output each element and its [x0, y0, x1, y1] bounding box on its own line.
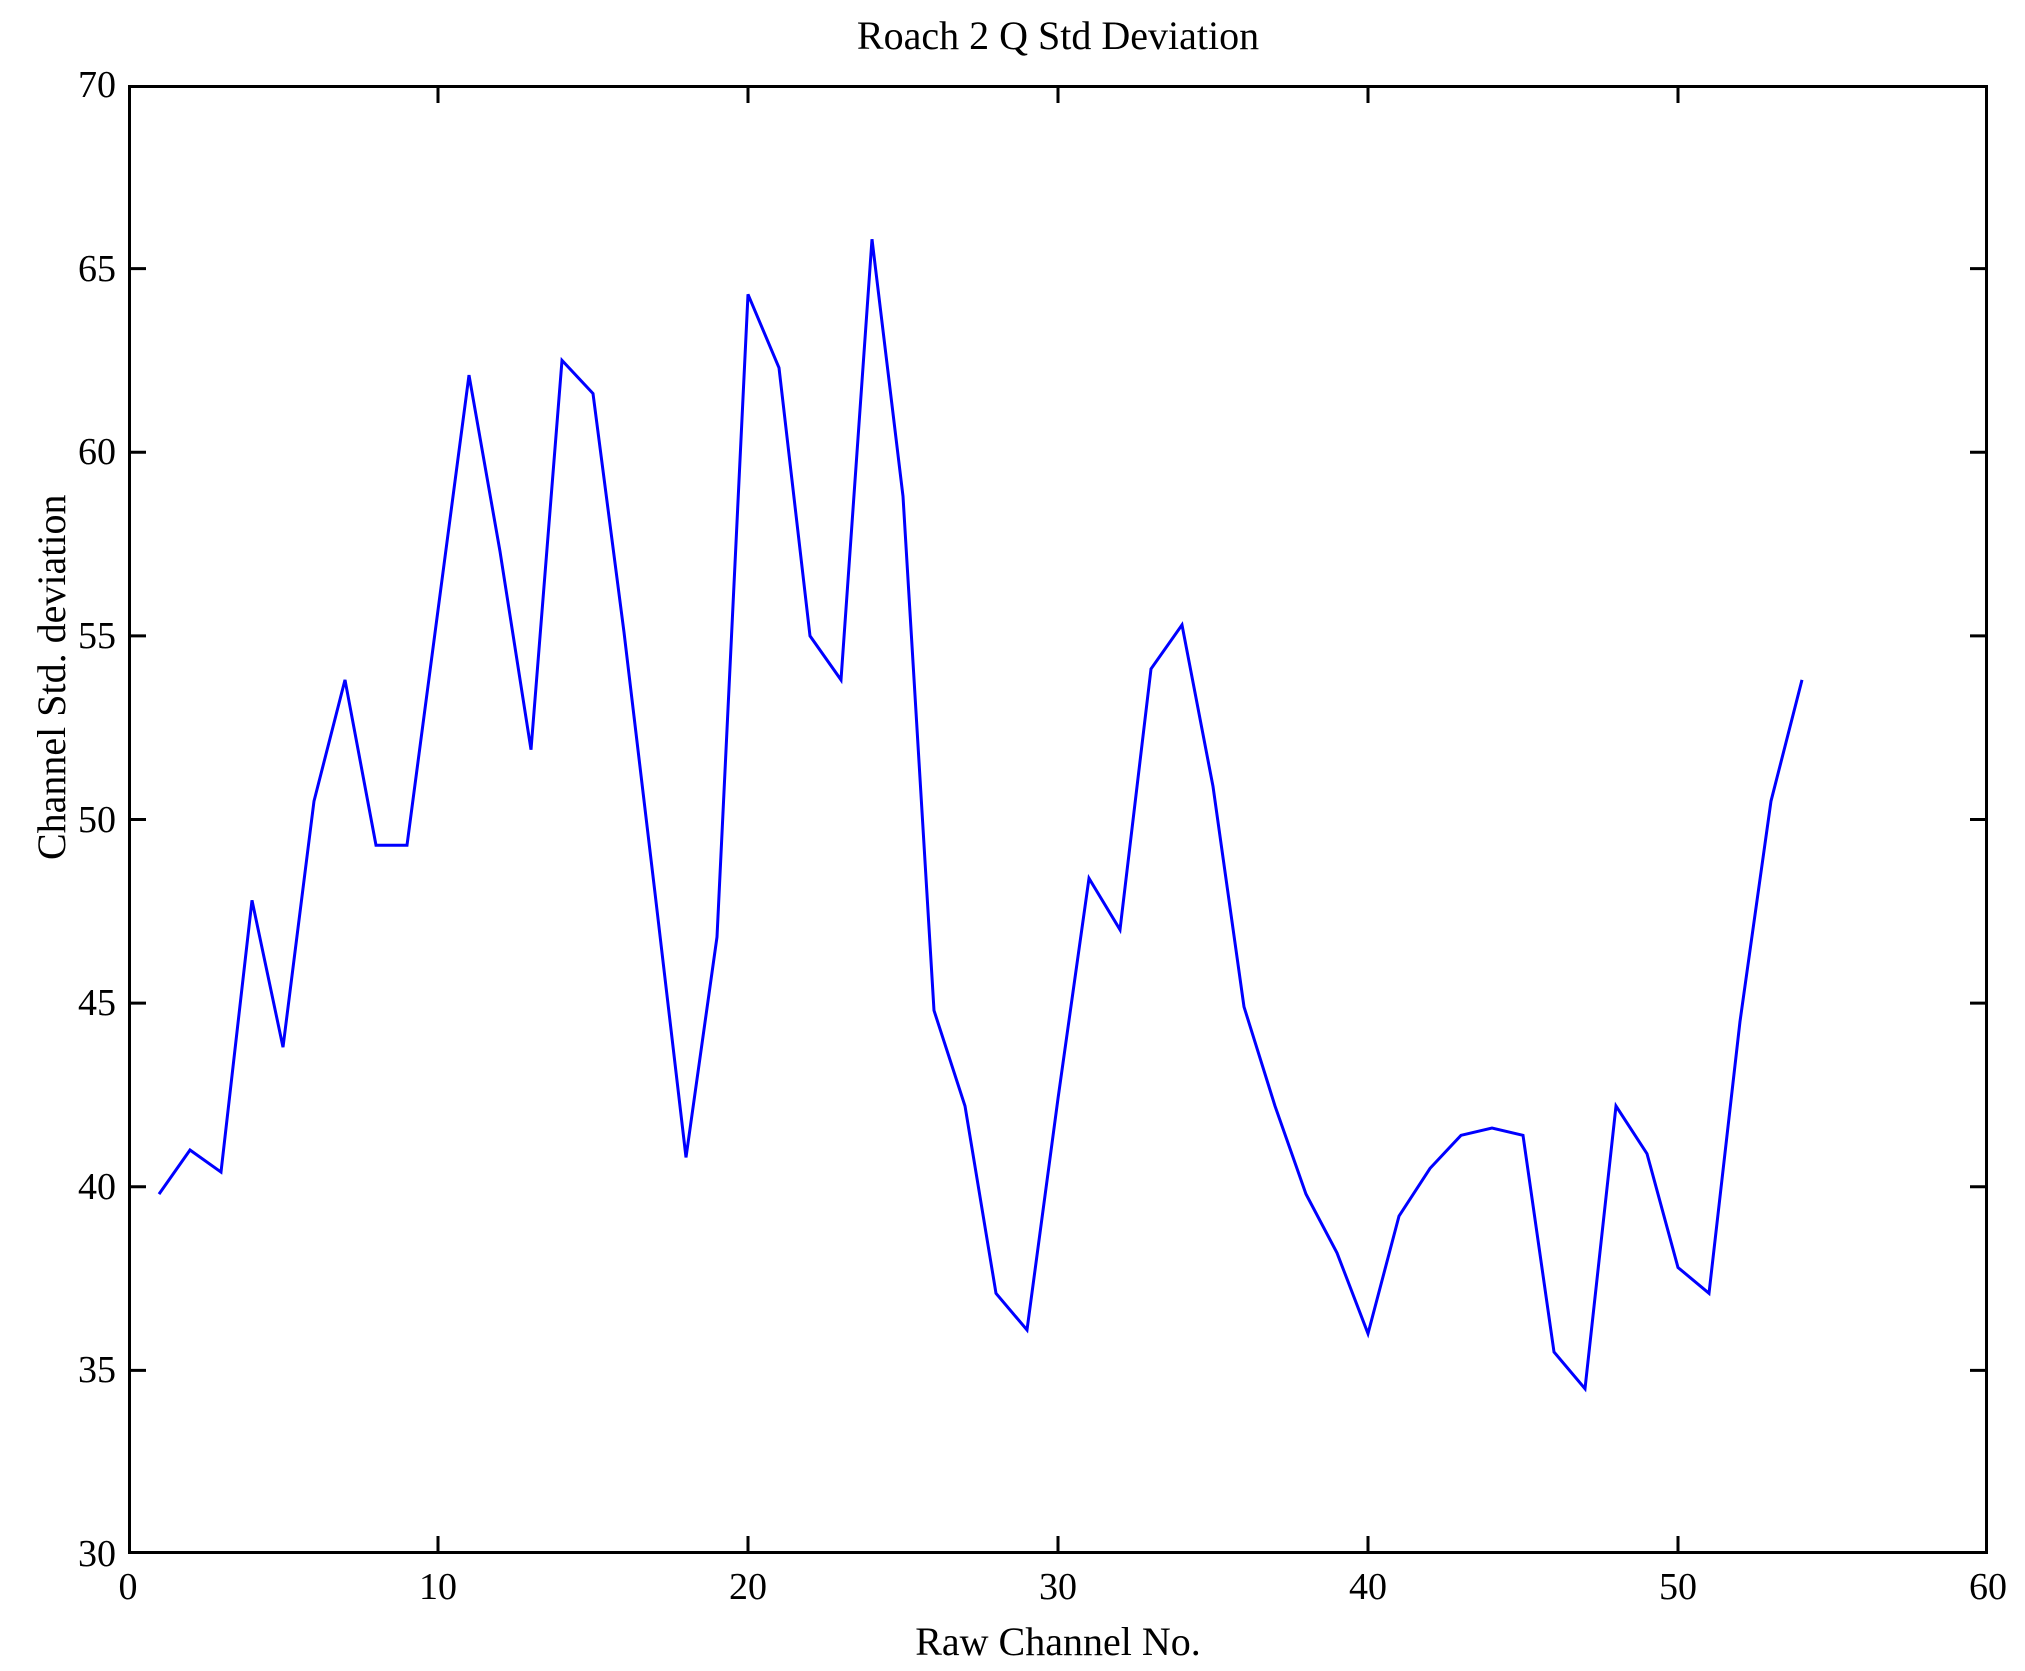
y-tick-label: 65 [78, 247, 116, 290]
y-tick-label: 50 [78, 798, 116, 841]
y-tick-label: 55 [78, 614, 116, 657]
x-tick-label: 0 [118, 1566, 138, 1608]
x-tick-label: 20 [729, 1566, 767, 1608]
y-tick-label: 35 [78, 1349, 116, 1392]
y-tick-label: 40 [78, 1165, 116, 1208]
x-tick-label: 10 [419, 1566, 457, 1608]
x-tick-label: 60 [1969, 1566, 2007, 1608]
plot-area [128, 85, 1988, 1554]
y-tick-label: 60 [78, 431, 116, 474]
y-tick-label: 45 [78, 982, 116, 1025]
y-tick-label: 30 [78, 1533, 116, 1575]
data-line [157, 239, 1804, 1393]
x-axis-label: Raw Channel No. [915, 1619, 1201, 1664]
axis-ticks [128, 85, 1988, 1554]
plot-frame [128, 85, 1988, 1554]
y-tick-label: 70 [78, 64, 116, 106]
x-tick-label: 40 [1349, 1566, 1387, 1608]
x-tick-label: 50 [1659, 1566, 1697, 1608]
x-tick-label: 30 [1039, 1566, 1077, 1608]
chart-title: Roach 2 Q Std Deviation [856, 13, 1260, 58]
